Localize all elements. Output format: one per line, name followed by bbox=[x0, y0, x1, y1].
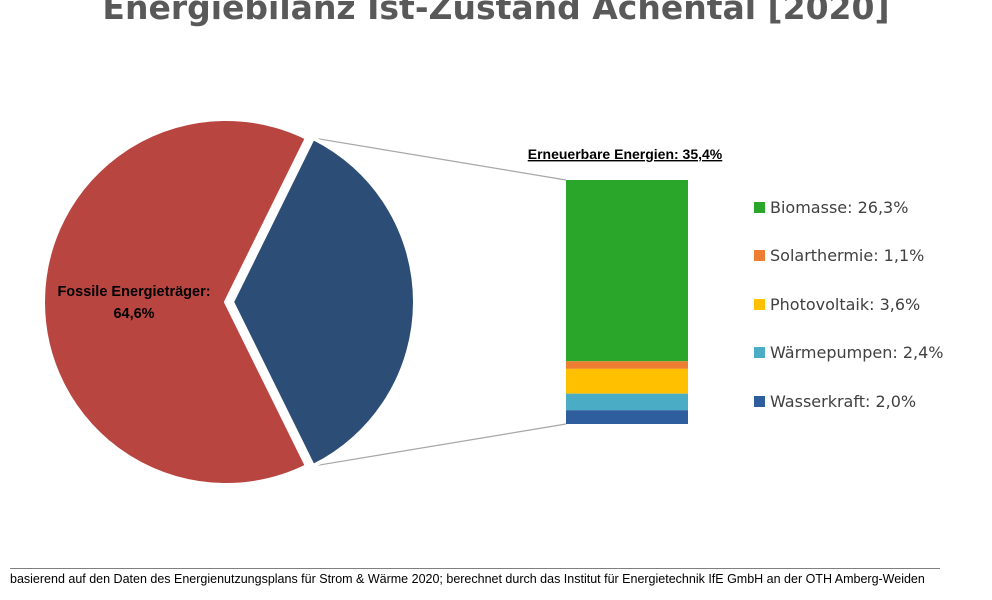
legend-item-2: Photovoltaik: 3,6% bbox=[754, 294, 920, 314]
legend-swatch bbox=[754, 201, 765, 213]
pie-label-fossil: Fossile Energieträger: bbox=[57, 284, 210, 300]
legend-swatch bbox=[754, 347, 765, 358]
legend-label: Wärmepumpen: 2,4% bbox=[770, 343, 944, 362]
legend-item-0: Biomasse: 26,3% bbox=[754, 197, 908, 217]
legend-label: Photovoltaik: 3,6% bbox=[770, 294, 921, 314]
legend-item-3: Wärmepumpen: 2,4% bbox=[754, 343, 943, 363]
connector-lines bbox=[312, 137, 567, 467]
legend-label: Solarthermie: 1,1% bbox=[770, 246, 925, 265]
legend-swatch bbox=[754, 395, 765, 407]
bar-segment-0 bbox=[566, 180, 688, 362]
bar-segment-4 bbox=[566, 410, 688, 424]
legend-swatch bbox=[754, 298, 765, 310]
legend-label: Biomasse: 26,3% bbox=[770, 197, 909, 217]
chart-canvas: Fossile Energieträger: 64,6% Erneuerbare… bbox=[41, 117, 723, 487]
pie-slice-renewable bbox=[230, 135, 417, 469]
stacked-bar bbox=[566, 180, 688, 424]
legend-label: Wasserkraft: 2,0% bbox=[770, 391, 917, 411]
pie-chart bbox=[41, 117, 417, 487]
legend-item-1: Solarthermie: 1,1% bbox=[754, 246, 924, 266]
footer-divider bbox=[10, 568, 940, 569]
pie-slice-fossil bbox=[41, 117, 310, 487]
legend: Biomasse: 26,3% Solarthermie: 1,1% Photovo… bbox=[708, 180, 992, 424]
pie-value-fossil: 64,6% bbox=[113, 306, 154, 322]
bar-segment-2 bbox=[566, 368, 688, 394]
legend-swatch bbox=[754, 250, 765, 261]
legend-item-4: Wasserkraft: 2,0% bbox=[754, 391, 916, 411]
footnote: basierend auf den Daten des Energienutzu… bbox=[10, 572, 925, 586]
bar-title: Erneuerbare Energien: 35,4% bbox=[528, 146, 723, 162]
connector-line-1 bbox=[312, 423, 567, 467]
bar-segment-3 bbox=[566, 393, 688, 411]
bar-segment-1 bbox=[566, 361, 688, 369]
connector-line-0 bbox=[312, 137, 567, 181]
chart-title: Energiebilanz Ist-Zustand Achental [2020… bbox=[102, 0, 890, 27]
